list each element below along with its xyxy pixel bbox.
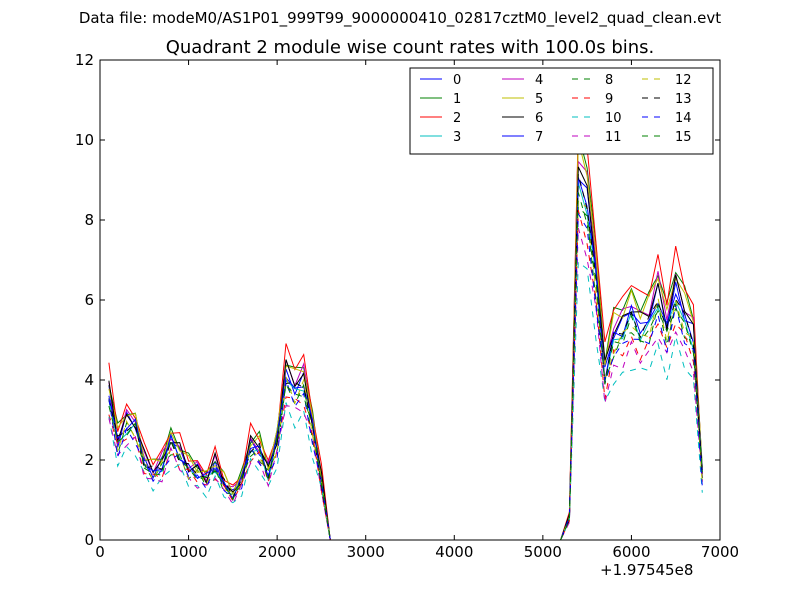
x-tick-label: 6000 — [612, 543, 650, 561]
y-tick-label: 0 — [84, 531, 94, 549]
legend-label-12: 12 — [675, 73, 692, 88]
legend-label-4: 4 — [535, 73, 543, 88]
legend-label-3: 3 — [453, 130, 461, 145]
series-line-10 — [108, 261, 703, 540]
legend-label-9: 9 — [605, 92, 613, 107]
x-tick-label: 0 — [95, 543, 105, 561]
legend-label-1: 1 — [453, 92, 461, 107]
legend-label-5: 5 — [535, 92, 543, 107]
legend-label-0: 0 — [453, 73, 461, 88]
legend-label-6: 6 — [535, 111, 543, 126]
y-tick-label: 12 — [75, 51, 94, 69]
x-tick-label: 7000 — [701, 543, 739, 561]
legend-label-2: 2 — [453, 111, 461, 126]
y-tick-label: 10 — [75, 131, 94, 149]
series-line-9 — [108, 210, 703, 540]
legend-label-10: 10 — [605, 111, 622, 126]
y-tick-label: 6 — [84, 291, 94, 309]
y-tick-label: 4 — [84, 371, 94, 389]
x-tick-label: 3000 — [347, 543, 385, 561]
legend-label-8: 8 — [605, 73, 613, 88]
y-tick-label: 8 — [84, 211, 94, 229]
figure-suptitle: Data file: modeM0/AS1P01_999T99_90000004… — [78, 9, 722, 27]
legend-label-7: 7 — [535, 130, 543, 145]
legend-label-14: 14 — [675, 111, 692, 126]
x-tick-label: 2000 — [258, 543, 296, 561]
x-offset-label: +1.97545e8 — [600, 561, 694, 579]
series-line-8 — [108, 205, 703, 540]
legend-label-15: 15 — [675, 130, 692, 145]
series-line-6 — [108, 166, 703, 540]
x-tick-label: 5000 — [524, 543, 562, 561]
legend-label-13: 13 — [675, 92, 692, 107]
y-tick-label: 2 — [84, 451, 94, 469]
x-tick-label: 1000 — [169, 543, 207, 561]
chart-title: Quadrant 2 module wise count rates with … — [165, 37, 655, 58]
legend-label-11: 11 — [605, 130, 622, 145]
legend-box — [409, 67, 714, 155]
series-line-12 — [108, 200, 703, 540]
x-tick-label: 4000 — [435, 543, 473, 561]
series-line-14 — [108, 212, 703, 540]
